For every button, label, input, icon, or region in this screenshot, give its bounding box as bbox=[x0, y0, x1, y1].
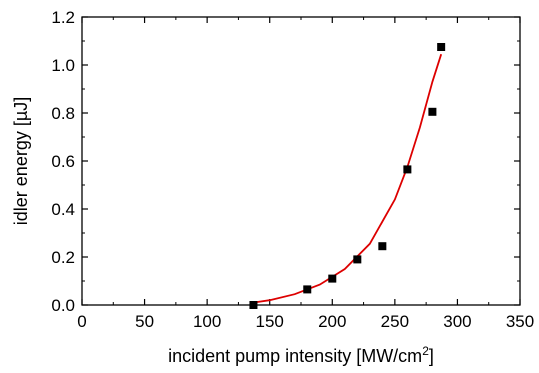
x-tick-label: 250 bbox=[381, 312, 409, 331]
y-tick-label: 0.8 bbox=[51, 104, 75, 123]
data-point bbox=[353, 255, 362, 264]
data-point bbox=[437, 43, 446, 51]
y-tick-label: 0.0 bbox=[51, 296, 75, 315]
fit-curve-group bbox=[253, 53, 443, 304]
data-point bbox=[403, 165, 412, 174]
x-axis-title: incident pump intensity [MW/cm2] bbox=[168, 344, 434, 366]
data-point bbox=[328, 274, 337, 283]
y-tick-label: 0.4 bbox=[51, 200, 75, 219]
plot-frame bbox=[81, 16, 521, 306]
x-tick-label: 0 bbox=[77, 312, 86, 331]
data-point bbox=[378, 242, 387, 251]
data-point bbox=[428, 107, 437, 116]
fit-curve bbox=[253, 53, 443, 304]
y-tick-label: 0.6 bbox=[51, 152, 75, 171]
x-axis-title-superscript: 2 bbox=[422, 344, 429, 358]
y-tick-label: 1.2 bbox=[51, 8, 75, 27]
y-tick-label: 1.0 bbox=[51, 56, 75, 75]
y-axis-title: idler energy [µJ] bbox=[11, 97, 31, 225]
y-tick-label: 0.2 bbox=[51, 248, 75, 267]
x-tick-label: 350 bbox=[506, 312, 534, 331]
data-points-group bbox=[249, 43, 446, 309]
x-tick-label: 50 bbox=[135, 312, 154, 331]
data-point bbox=[303, 285, 312, 294]
x-tick-label: 150 bbox=[256, 312, 284, 331]
axis-ticks: 0 50 100 150 200 250 300 350 0.0 0.2 0.4 0.6 0.8 1.0 1… bbox=[51, 8, 534, 331]
x-tick-label: 200 bbox=[318, 312, 346, 331]
x-tick-label: 100 bbox=[193, 312, 221, 331]
x-tick-label: 300 bbox=[443, 312, 471, 331]
x-axis-title-main: incident pump intensity [MW/cm bbox=[168, 346, 422, 366]
data-point bbox=[249, 301, 258, 309]
x-axis-title-suffix: ] bbox=[429, 346, 434, 366]
